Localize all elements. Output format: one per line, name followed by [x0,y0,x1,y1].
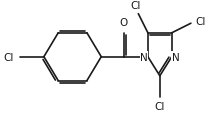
Text: Cl: Cl [131,1,141,11]
Text: Cl: Cl [4,52,14,62]
Text: N: N [172,52,180,62]
Text: Cl: Cl [155,101,165,111]
Text: N: N [140,52,148,62]
Text: O: O [120,18,128,28]
Text: Cl: Cl [196,17,206,27]
